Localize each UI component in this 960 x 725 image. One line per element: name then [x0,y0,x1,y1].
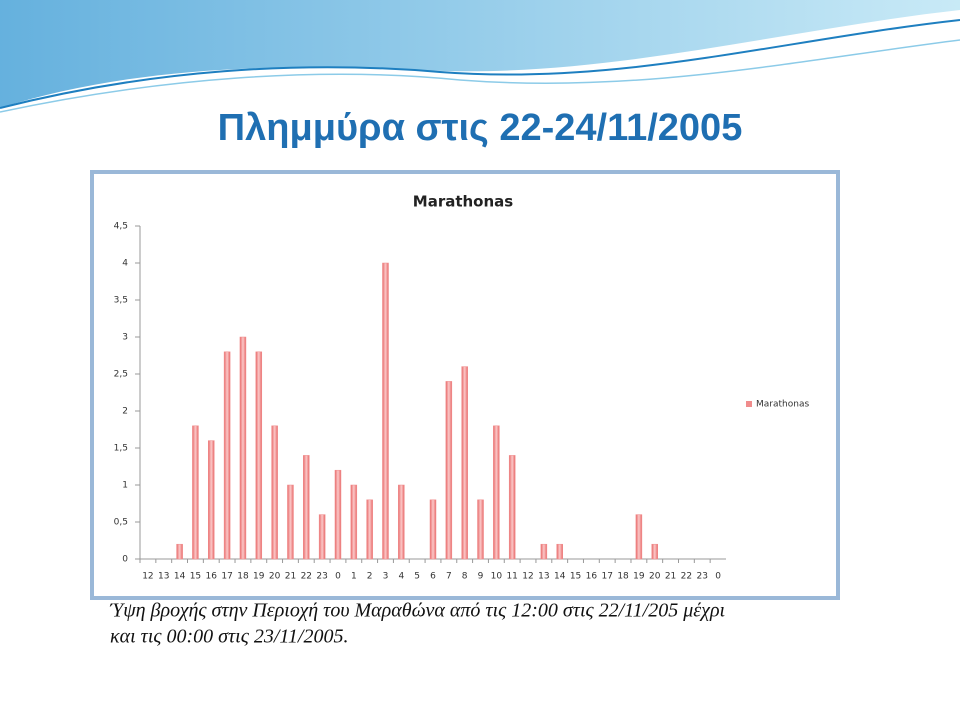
x-tick-label: 18 [617,572,629,582]
x-tick-label: 19 [633,572,645,582]
y-tick-label: 1 [122,481,128,491]
x-tick-label: 23 [316,572,327,582]
x-tick-label: 21 [665,572,676,582]
caption: και τις 00:00 στις 23/11/2005. [110,626,348,648]
x-tick-label: 16 [586,572,598,582]
legend-label: Marathonas [756,400,809,410]
x-tick-label: 21 [285,572,296,582]
bar [334,469,342,560]
x-tick-label: 22 [681,572,692,582]
x-tick-label: 6 [430,572,436,582]
x-tick-label: 17 [601,572,612,582]
x-tick-label: 2 [367,572,373,582]
legend-swatch [746,401,752,407]
x-tick-label: 20 [649,572,661,582]
x-tick-label: 23 [697,572,708,582]
x-tick-label: 18 [237,572,249,582]
bar [223,351,231,560]
bar [651,543,658,560]
bar [398,484,405,560]
bar [271,425,278,560]
x-tick-label: 17 [221,572,232,582]
x-tick-label: 1 [351,572,357,582]
bar [287,484,294,560]
bar [508,455,516,560]
chart-title: Marathonas [413,193,514,211]
y-tick-label: 2 [122,407,128,417]
y-tick-label: 3 [122,333,128,343]
y-tick-label: 0,5 [114,518,128,528]
bar [445,381,453,560]
x-tick-label: 12 [522,572,533,582]
bar [382,262,389,560]
x-tick-label: 13 [538,572,549,582]
bar [635,514,643,560]
bar [239,336,247,560]
bar [477,499,484,560]
x-tick-label: 3 [383,572,389,582]
x-tick-label: 7 [446,572,452,582]
y-tick-label: 2,5 [114,370,128,380]
slide-title: Πλημμύρα στις 22-24/11/2005 [218,107,743,149]
y-tick-label: 3,5 [114,296,128,306]
bar [255,351,263,560]
x-tick-label: 0 [335,572,341,582]
x-tick-label: 5 [414,572,420,582]
bar [556,543,563,560]
caption: Ύψη βροχής στην Περιοχή του Μαραθώνα από… [109,600,725,622]
x-tick-label: 10 [491,572,503,582]
x-tick-label: 0 [715,572,721,582]
x-tick-label: 19 [253,572,265,582]
bar [540,543,548,560]
x-tick-label: 11 [506,572,517,582]
bar [350,484,358,560]
bar [303,455,310,560]
bar [493,425,500,560]
x-tick-label: 12 [142,572,153,582]
x-tick-label: 8 [462,572,468,582]
header-wave [0,0,960,108]
header-line [0,19,960,109]
bar [192,425,199,560]
x-tick-label: 15 [570,572,581,582]
bar [366,499,373,560]
header-line [0,39,960,113]
bar [429,499,437,560]
bar [461,366,468,560]
x-tick-label: 15 [190,572,201,582]
bar [208,440,215,560]
y-tick-label: 4 [122,259,128,269]
x-tick-label: 4 [398,572,404,582]
y-tick-label: 0 [122,555,128,565]
x-tick-label: 20 [269,572,281,582]
x-tick-label: 14 [174,572,186,582]
y-tick-label: 1,5 [114,444,128,454]
bar [176,543,183,560]
x-tick-label: 14 [554,572,566,582]
x-tick-label: 16 [206,572,218,582]
bar [318,514,326,560]
x-tick-label: 9 [478,572,484,582]
y-tick-label: 4,5 [114,222,128,232]
x-tick-label: 13 [158,572,169,582]
x-tick-label: 22 [301,572,312,582]
